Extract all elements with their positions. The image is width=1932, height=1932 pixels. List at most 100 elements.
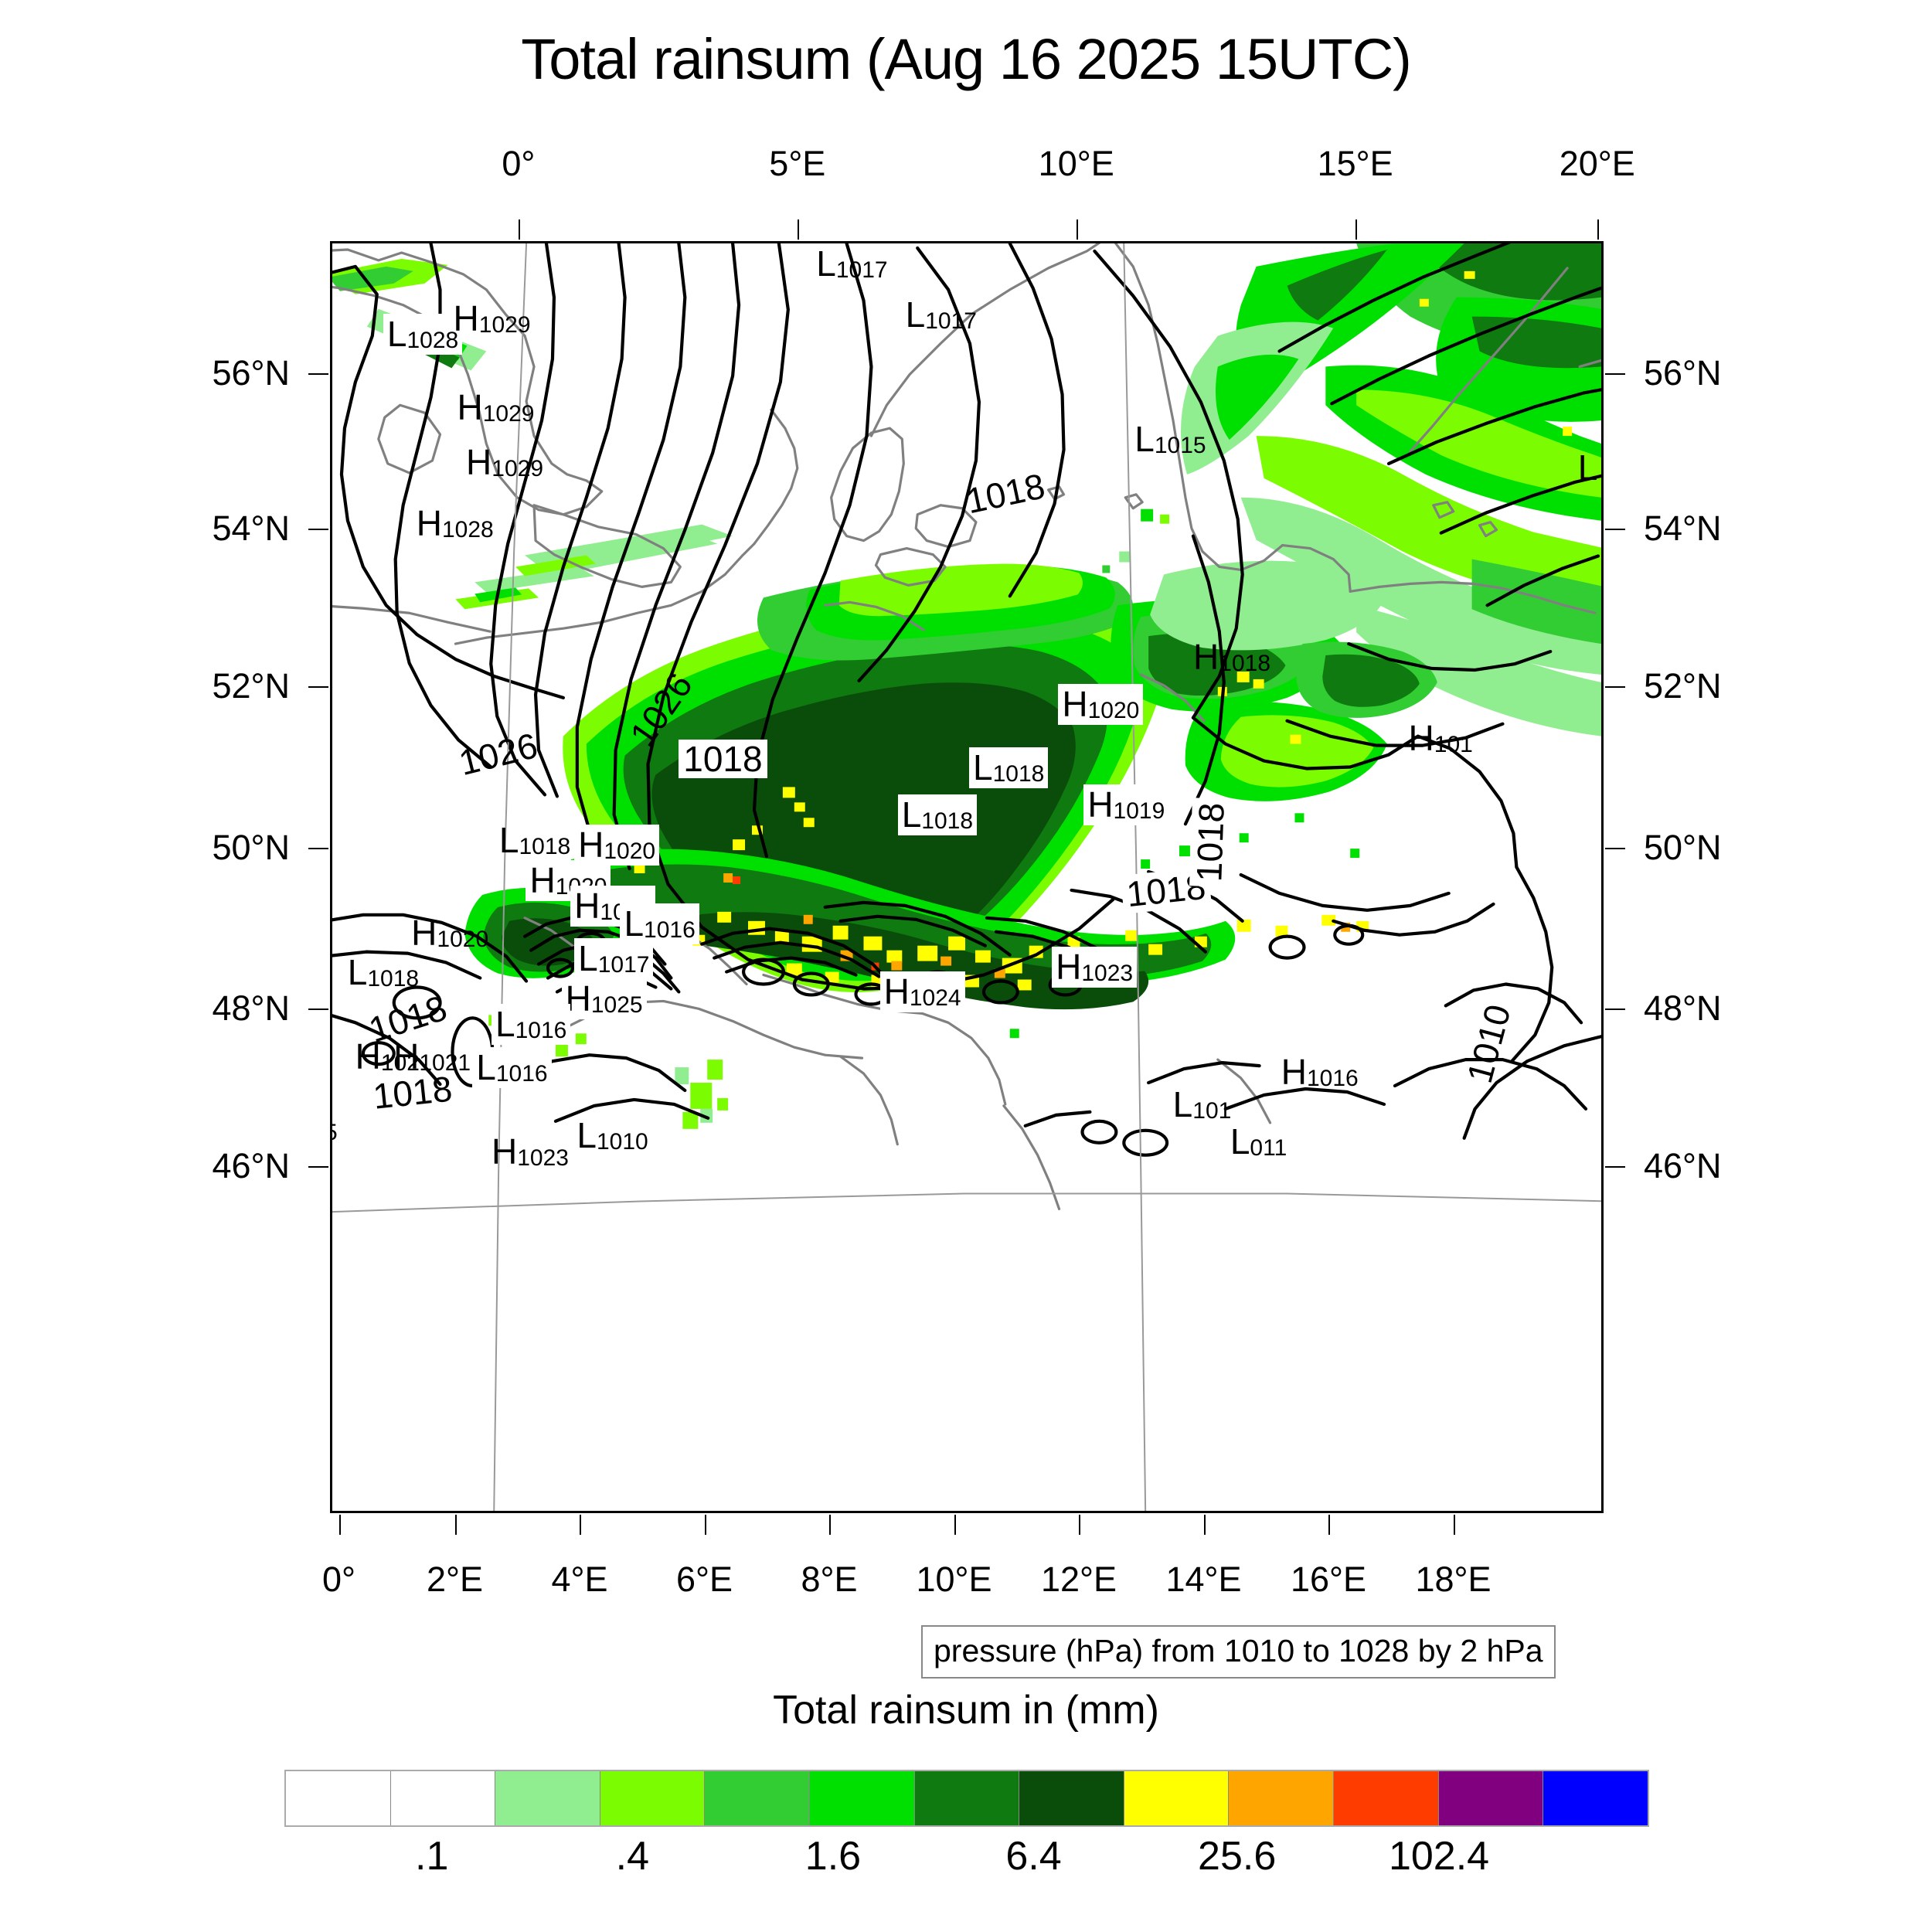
label-H-1016: H1016 — [1281, 1054, 1359, 1090]
axis-label-bottom-9: 18°E — [1415, 1560, 1492, 1599]
coastlines — [332, 243, 1601, 1211]
extremum-type: H — [1087, 784, 1114, 825]
axis-label-bottom-3: 6°E — [675, 1560, 733, 1599]
extremum-type: L — [905, 294, 926, 335]
axis-label-bottom-2: 4°E — [551, 1560, 608, 1599]
colorbar-segment-4 — [704, 1771, 810, 1825]
axis-tick-right-4 — [1605, 1008, 1625, 1010]
extremum-value: 1018 — [1219, 650, 1271, 676]
extremum-type: H — [1062, 683, 1088, 724]
label-L-1017-c: L1017 — [574, 937, 654, 979]
extremum-type: L — [624, 903, 645, 944]
map-canvas[interactable]: L1028 H1029 H1029 H1029 H1028 L1017 L1017 L1015… — [330, 241, 1604, 1513]
axis-tick-left-3 — [308, 848, 328, 850]
label-L-right-edge: L — [1578, 450, 1598, 486]
colorbar-segment-6 — [913, 1771, 1019, 1825]
extremum-type: L — [347, 952, 368, 993]
axis-tick-bottom-4 — [829, 1515, 832, 1535]
axis-label-top-4: 20°E — [1559, 144, 1635, 183]
label-H-1020-b: H1020 — [574, 825, 660, 866]
label-H-1029-a: H1029 — [454, 301, 531, 337]
colorbar-segment-12 — [1543, 1771, 1648, 1825]
colorbar[interactable] — [284, 1770, 1649, 1827]
label-H-1025: H1025 — [561, 978, 647, 1020]
axis-tick-right-2 — [1605, 686, 1625, 689]
colorbar-segment-1 — [389, 1771, 495, 1825]
axis-label-left-2: 52°N — [212, 666, 290, 706]
label-H-1023-r: H1023 — [1052, 947, 1138, 988]
axis-tick-bottom-8 — [1328, 1515, 1331, 1535]
label-L-1011-b: L011 — [1230, 1124, 1287, 1160]
extremum-value: 102 — [380, 1049, 420, 1076]
label-H-1018-far-right: H101 — [1409, 720, 1473, 757]
axis-tick-right-5 — [1605, 1165, 1625, 1168]
label-L-1016-c: L1016 — [492, 1004, 571, 1046]
axis-label-left-4: 48°N — [212, 988, 290, 1028]
axis-label-bottom-4: 8°E — [801, 1560, 858, 1599]
extremum-type: H — [578, 825, 604, 866]
label-L-1017-b: L1017 — [906, 297, 977, 333]
axis-tick-top-3 — [1355, 219, 1357, 240]
extremum-value: 1016 — [495, 1061, 548, 1087]
extremum-value: 1015 — [1154, 433, 1206, 459]
extremum-value: 1023 — [517, 1145, 569, 1172]
extremum-type: L — [1577, 447, 1598, 488]
extremum-value: 1016 — [1306, 1065, 1359, 1091]
label-H-1020-left: H1020 — [411, 915, 488, 951]
extremum-value: 1028 — [406, 327, 459, 353]
extremum-type: H — [492, 1131, 518, 1172]
colorbar-tick-1: .4 — [615, 1834, 650, 1879]
label-H-1020-top: H1020 — [1058, 683, 1144, 725]
extremum-type: H — [411, 913, 437, 954]
axis-label-bottom-5: 10°E — [916, 1560, 992, 1599]
extremum-type: H — [529, 860, 556, 901]
axis-tick-top-1 — [797, 219, 799, 240]
colorbar-tick-0: .1 — [415, 1834, 449, 1879]
label-H-1019-r: H1019 — [1083, 784, 1169, 825]
colorbar-segment-11 — [1437, 1771, 1543, 1825]
axis-tick-right-3 — [1605, 848, 1625, 850]
axis-label-right-4: 48°N — [1644, 988, 1722, 1028]
label-H-1021: H1021 — [393, 1039, 471, 1075]
extremum-type: H — [1193, 636, 1219, 677]
colorbar-segment-0 — [286, 1771, 390, 1825]
label-L-1016-d: L1016 — [472, 1047, 552, 1089]
extremum-value: 1018 — [992, 760, 1045, 787]
label-H-1029-c: H1029 — [466, 444, 543, 481]
axis-tick-bottom-7 — [1203, 1515, 1206, 1535]
axis-label-top-1: 5°E — [769, 144, 826, 183]
extremum-value: 1017 — [835, 257, 888, 284]
extremum-value: 011 — [1250, 1135, 1287, 1162]
axis-label-top-3: 15°E — [1317, 144, 1393, 183]
extremum-value: 1017 — [597, 951, 650, 978]
extremum-type: L — [578, 937, 598, 978]
axis-label-bottom-6: 12°E — [1040, 1560, 1117, 1599]
colorbar-tick-2: 1.6 — [804, 1834, 862, 1879]
extremum-type: L — [1134, 419, 1155, 460]
colorbar-tick-3: 6.4 — [1005, 1834, 1062, 1879]
graticule — [332, 243, 1601, 1511]
axis-label-top-2: 10°E — [1038, 144, 1114, 183]
axis-label-bottom-8: 16°E — [1290, 1560, 1367, 1599]
extremum-type: L — [1172, 1084, 1193, 1125]
axis-tick-top-4 — [1597, 219, 1599, 240]
axis-tick-right-0 — [1605, 373, 1625, 376]
extremum-value: 1018 — [921, 808, 974, 834]
pressure-legend-note: pressure (hPa) from 1010 to 1028 by 2 hP… — [921, 1625, 1556, 1679]
label-H-1028: H1028 — [417, 505, 494, 542]
extremum-type: H — [355, 1036, 381, 1077]
label-L-1018-e: L1018 — [499, 822, 570, 859]
extremum-value: 1018 — [367, 966, 420, 992]
extremum-type: L — [386, 313, 407, 354]
label-H-1024: H1024 — [879, 971, 965, 1012]
label-H-1020-c: H1020 — [526, 860, 611, 902]
colorbar-tick-labels: .1 .4 1.6 6.4 25.6 102.4 — [284, 1833, 1649, 1887]
axis-label-bottom-7: 14°E — [1165, 1560, 1242, 1599]
label-H-1018-right: H1018 — [1193, 639, 1270, 675]
extremum-value: 1018 — [519, 833, 571, 859]
axis-label-left-5: 46°N — [212, 1145, 290, 1185]
extremum-type: H — [453, 298, 479, 339]
colorbar-segment-9 — [1228, 1771, 1334, 1825]
axis-tick-bottom-1 — [454, 1515, 457, 1535]
